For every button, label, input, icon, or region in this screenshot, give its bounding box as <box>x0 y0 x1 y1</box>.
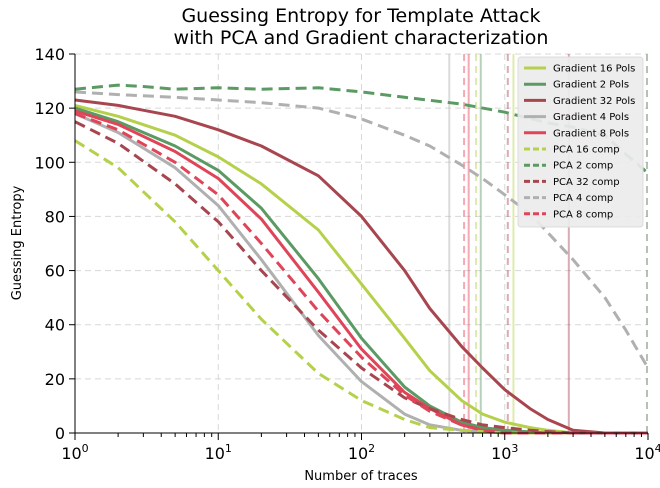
series-line <box>74 103 648 435</box>
legend-entry: Gradient 4 Pols <box>553 112 629 123</box>
series-line <box>74 90 650 369</box>
y-tick-label: 20 <box>45 370 65 389</box>
legend-entry: PCA 32 comp <box>553 177 620 188</box>
chart-title-line: with PCA and Gradient characterization <box>174 27 549 49</box>
y-tick-label: 60 <box>45 262 65 281</box>
y-tick-label: 0 <box>55 424 65 443</box>
y-axis-label: Guessing Entropy <box>10 185 25 300</box>
y-tick-label: 120 <box>34 99 65 118</box>
legend-entry: Gradient 2 Pols <box>553 80 629 91</box>
series-line <box>74 120 648 435</box>
x-tick-label: 100 <box>61 442 88 463</box>
legend-entry: PCA 8 comp <box>553 209 613 220</box>
chart-title: Guessing Entropy for Template Attackwith… <box>174 5 549 49</box>
legend-entry: Gradient 16 Pols <box>553 64 635 75</box>
x-tick-label: 102 <box>348 442 375 463</box>
series-line <box>74 112 648 435</box>
legend-entry: Gradient 32 Pols <box>553 96 635 107</box>
legend-entry: PCA 4 comp <box>553 193 613 204</box>
legend-entry: PCA 2 comp <box>553 161 613 172</box>
series-lines <box>74 83 650 435</box>
x-axis-ticks: 100 101 102 103 104 <box>61 433 660 463</box>
x-axis-label: Number of traces <box>304 469 418 484</box>
series-line <box>74 106 648 435</box>
y-tick-label: 100 <box>34 153 65 172</box>
legend: Gradient 16 Pols Gradient 2 Pols Gradient … <box>517 56 644 228</box>
x-tick-label: 103 <box>491 442 518 463</box>
y-tick-label: 80 <box>45 207 65 226</box>
series-line <box>74 139 648 435</box>
y-axis-ticks: 0 20 40 60 80 100 120 140 <box>34 45 75 443</box>
x-tick-label: 101 <box>205 442 232 463</box>
threshold-lines <box>448 54 648 433</box>
y-tick-label: 140 <box>34 45 65 64</box>
y-tick-label: 40 <box>45 316 65 335</box>
legend-entry: Gradient 8 Pols <box>553 128 629 139</box>
x-tick-label: 104 <box>634 442 660 463</box>
series-line <box>74 98 648 435</box>
legend-box <box>517 56 644 228</box>
chart-title-line: Guessing Entropy for Template Attack <box>181 5 540 27</box>
legend-entry: PCA 16 comp <box>553 145 620 156</box>
